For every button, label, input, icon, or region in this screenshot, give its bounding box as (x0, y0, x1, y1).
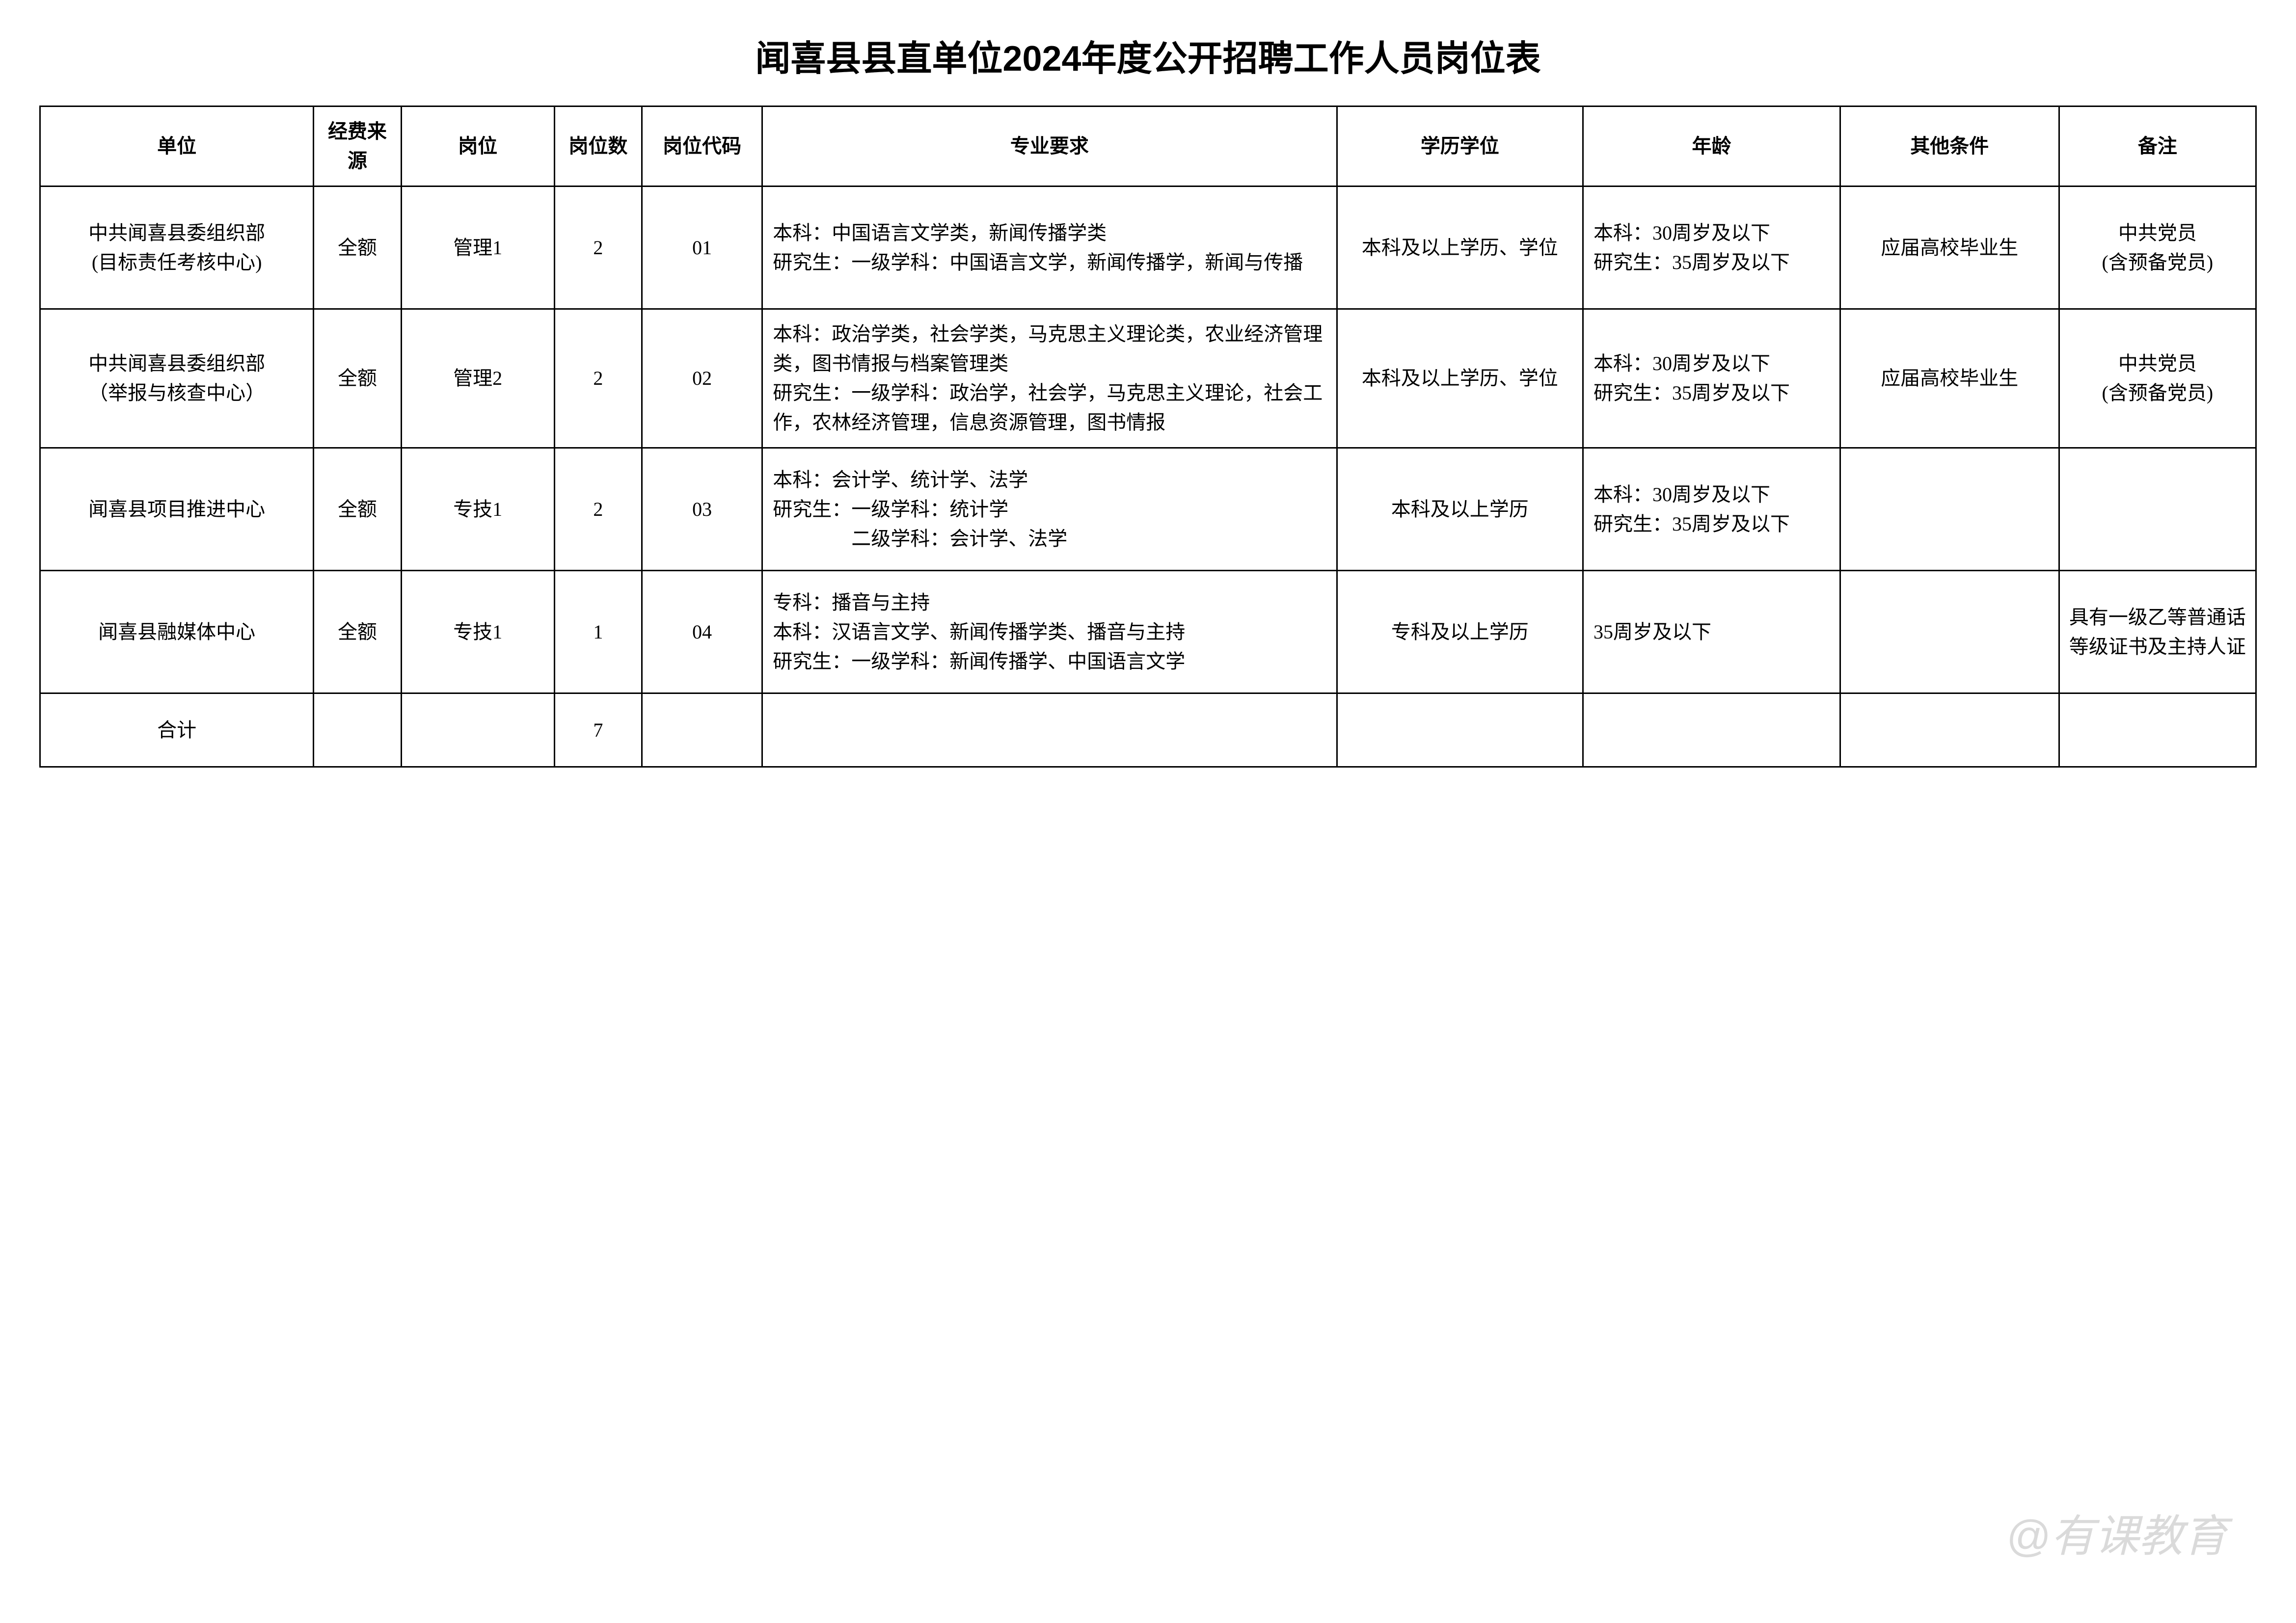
cell-age: 本科：30周岁及以下研究生：35周岁及以下 (1583, 309, 1840, 448)
cell-edu: 本科及以上学历、学位 (1337, 309, 1583, 448)
table-row: 闻喜县融媒体中心全额专技1104专科：播音与主持本科：汉语言文学、新闻传播学类、… (40, 571, 2256, 693)
cell-post: 管理1 (401, 186, 554, 309)
table-header-row: 单位 经费来源 岗位 岗位数 岗位代码 专业要求 学历学位 年龄 其他条件 备注 (40, 106, 2256, 186)
cell-fund: 全额 (314, 186, 401, 309)
cell-count: 2 (554, 448, 642, 571)
watermark: @有课教育 (2006, 1500, 2227, 1564)
cell-count: 1 (554, 571, 642, 693)
cell-post: 管理2 (401, 309, 554, 448)
total-cell-5 (762, 693, 1337, 767)
cell-major: 本科：会计学、统计学、法学研究生：一级学科：统计学 二级学科：会计学、法学 (762, 448, 1337, 571)
table-row: 中共闻喜县委组织部(目标责任考核中心)全额管理1201本科：中国语言文学类，新闻… (40, 186, 2256, 309)
col-header-major: 专业要求 (762, 106, 1337, 186)
col-header-age: 年龄 (1583, 106, 1840, 186)
col-header-post: 岗位 (401, 106, 554, 186)
col-header-count: 岗位数 (554, 106, 642, 186)
document-title: 闻喜县县直单位2024年度公开招聘工作人员岗位表 (39, 29, 2257, 81)
cell-code: 03 (642, 448, 762, 571)
table-row: 闻喜县项目推进中心全额专技1203本科：会计学、统计学、法学研究生：一级学科：统… (40, 448, 2256, 571)
cell-unit: 中共闻喜县委组织部(目标责任考核中心) (40, 186, 314, 309)
cell-unit: 闻喜县项目推进中心 (40, 448, 314, 571)
cell-post: 专技1 (401, 448, 554, 571)
cell-post: 专技1 (401, 571, 554, 693)
cell-fund: 全额 (314, 309, 401, 448)
total-cell-7 (1583, 693, 1840, 767)
cell-unit: 闻喜县融媒体中心 (40, 571, 314, 693)
col-header-other: 其他条件 (1840, 106, 2059, 186)
cell-edu: 本科及以上学历 (1337, 448, 1583, 571)
cell-remark: 具有一级乙等普通话等级证书及主持人证 (2059, 571, 2256, 693)
cell-unit: 中共闻喜县委组织部（举报与核查中心） (40, 309, 314, 448)
total-cell-3: 7 (554, 693, 642, 767)
cell-age: 本科：30周岁及以下研究生：35周岁及以下 (1583, 186, 1840, 309)
total-cell-2 (401, 693, 554, 767)
cell-count: 2 (554, 186, 642, 309)
total-cell-1 (314, 693, 401, 767)
col-header-unit: 单位 (40, 106, 314, 186)
cell-major: 本科：中国语言文学类，新闻传播学类研究生：一级学科：中国语言文学，新闻传播学，新… (762, 186, 1337, 309)
cell-age: 35周岁及以下 (1583, 571, 1840, 693)
table-row: 中共闻喜县委组织部（举报与核查中心）全额管理2202本科：政治学类，社会学类，马… (40, 309, 2256, 448)
cell-major: 本科：政治学类，社会学类，马克思主义理论类，农业经济管理类，图书情报与档案管理类… (762, 309, 1337, 448)
cell-remark (2059, 448, 2256, 571)
cell-edu: 本科及以上学历、学位 (1337, 186, 1583, 309)
col-header-edu: 学历学位 (1337, 106, 1583, 186)
cell-remark: 中共党员(含预备党员) (2059, 186, 2256, 309)
total-cell-0: 合计 (40, 693, 314, 767)
cell-code: 04 (642, 571, 762, 693)
total-cell-4 (642, 693, 762, 767)
total-cell-9 (2059, 693, 2256, 767)
cell-code: 02 (642, 309, 762, 448)
cell-remark: 中共党员(含预备党员) (2059, 309, 2256, 448)
col-header-remark: 备注 (2059, 106, 2256, 186)
cell-fund: 全额 (314, 448, 401, 571)
total-cell-8 (1840, 693, 2059, 767)
cell-code: 01 (642, 186, 762, 309)
cell-other (1840, 448, 2059, 571)
cell-age: 本科：30周岁及以下研究生：35周岁及以下 (1583, 448, 1840, 571)
total-cell-6 (1337, 693, 1583, 767)
cell-count: 2 (554, 309, 642, 448)
cell-other: 应届高校毕业生 (1840, 309, 2059, 448)
col-header-fund: 经费来源 (314, 106, 401, 186)
cell-fund: 全额 (314, 571, 401, 693)
cell-major: 专科：播音与主持本科：汉语言文学、新闻传播学类、播音与主持研究生：一级学科：新闻… (762, 571, 1337, 693)
cell-other: 应届高校毕业生 (1840, 186, 2059, 309)
cell-other (1840, 571, 2059, 693)
cell-edu: 专科及以上学历 (1337, 571, 1583, 693)
col-header-code: 岗位代码 (642, 106, 762, 186)
table-total-row: 合计 7 (40, 693, 2256, 767)
positions-table: 单位 经费来源 岗位 岗位数 岗位代码 专业要求 学历学位 年龄 其他条件 备注… (39, 106, 2257, 768)
